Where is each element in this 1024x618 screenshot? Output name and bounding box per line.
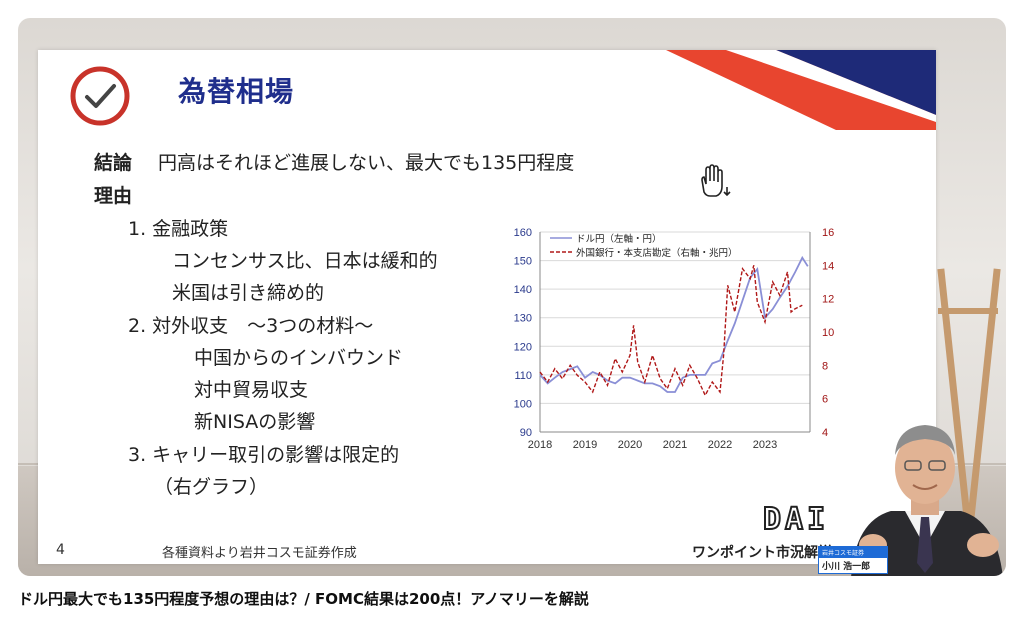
dai-logo: DAI — [762, 501, 830, 538]
presenter-company: 岩井コスモ証券 — [819, 547, 887, 558]
y-left-tick-label: 100 — [514, 398, 532, 410]
y-left-tick-label: 160 — [514, 227, 532, 239]
x-tick-label: 2022 — [708, 439, 732, 451]
reason-item-3: 3. キャリー取引の影響は限定的 — [128, 444, 400, 466]
source-note: 各種資料より岩井コスモ証券作成 — [162, 546, 357, 561]
legend-label-1: ドル円（左軸・円） — [576, 233, 662, 245]
check-circle-icon — [70, 66, 130, 126]
y-left-tick-label: 90 — [520, 427, 532, 439]
fx-chart: 160 150 140 130 120 110 100 90 16 14 12 10 8 6 4 2018 20… — [514, 227, 835, 451]
x-tick-label: 2019 — [573, 439, 597, 451]
y-right-tick-label: 4 — [822, 427, 828, 439]
presenter-name: 小川 浩一郎 — [822, 562, 871, 572]
presenter-nameplate: 岩井コスモ証券 小川 浩一郎 — [818, 546, 888, 574]
y-right-tick-label: 16 — [822, 227, 834, 239]
reason-item-2c: 新NISAの影響 — [194, 411, 316, 433]
reason-item-1a: コンセンサス比、日本は緩和的 — [172, 250, 438, 272]
x-tick-label: 2018 — [528, 439, 552, 451]
y-right-tick-label: 8 — [822, 360, 828, 372]
y-right-tick-label: 6 — [822, 394, 828, 406]
reason-item-2a: 中国からのインバウンド — [194, 347, 404, 369]
video-player[interactable]: 為替相場 結論 円高はそれほど進展しない、最大でも135円程度 理由 1. 金融… — [18, 18, 1006, 576]
slide-banner — [666, 50, 936, 130]
hand-cursor-icon — [701, 164, 731, 197]
x-tick-label: 2021 — [663, 439, 687, 451]
y-left-tick-label: 120 — [514, 341, 532, 353]
reason-item-1: 1. 金融政策 — [128, 218, 229, 240]
page-number: 4 — [56, 542, 65, 558]
series-line-1 — [539, 255, 809, 393]
y-right-tick-label: 10 — [822, 327, 834, 339]
y-left-tick-label: 130 — [514, 313, 532, 325]
conclusion-text: 円高はそれほど進展しない、最大でも135円程度 — [158, 152, 575, 174]
x-tick-label: 2020 — [618, 439, 642, 451]
slide-title: 為替相場 — [178, 75, 295, 108]
video-title[interactable]: ドル円最大でも135円程度予想の理由は？/ FOMC結果は200点！アノマリーを… — [18, 590, 589, 608]
y-right-tick-label: 14 — [822, 260, 834, 272]
y-right-tick-label: 12 — [822, 294, 834, 306]
reason-item-2b: 対中貿易収支 — [194, 379, 309, 401]
segment-title: ワンポイント市況解説 — [692, 545, 832, 561]
x-tick-label: 2023 — [753, 439, 777, 451]
series-line-2 — [539, 265, 803, 397]
reason-item-1b: 米国は引き締め的 — [172, 282, 325, 304]
legend-label-2: 外国銀行・本支店勘定（右軸・兆円） — [576, 247, 738, 259]
reason-label: 理由 — [94, 185, 133, 207]
y-left-tick-label: 110 — [514, 370, 532, 382]
y-left-tick-label: 150 — [514, 256, 532, 268]
reason-item-3a: （右グラフ） — [154, 476, 269, 498]
conclusion-label: 結論 — [94, 152, 133, 174]
y-left-tick-label: 140 — [514, 284, 532, 296]
reason-item-2: 2. 対外収支 ～3つの材料～ — [128, 315, 374, 337]
presentation-slide: 為替相場 結論 円高はそれほど進展しない、最大でも135円程度 理由 1. 金融… — [38, 50, 936, 564]
easel-bar — [938, 308, 998, 314]
presenter — [851, 425, 1003, 576]
